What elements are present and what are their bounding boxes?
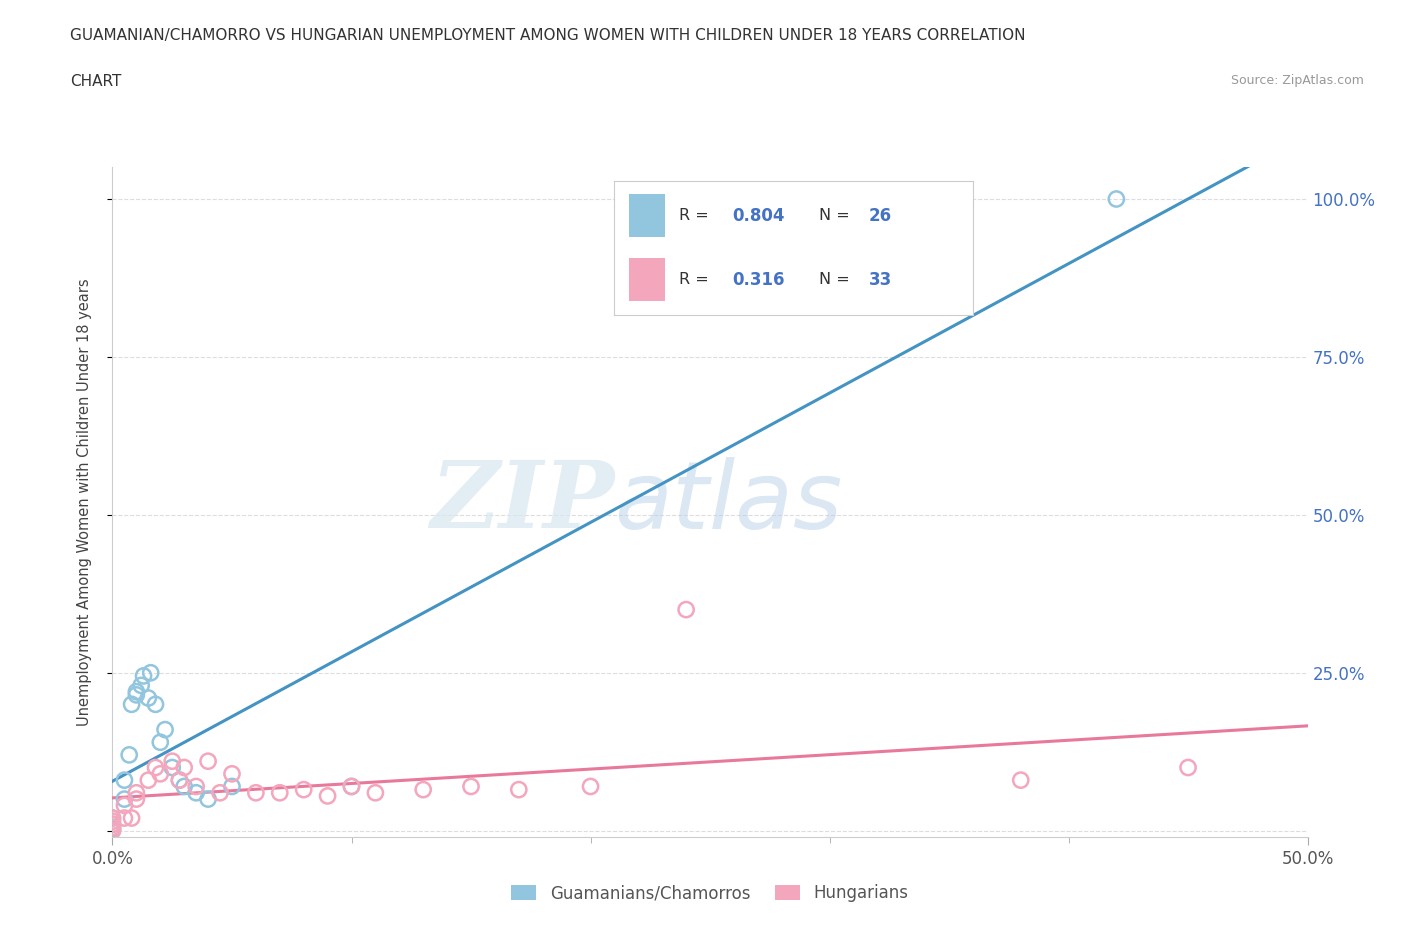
- Y-axis label: Unemployment Among Women with Children Under 18 years: Unemployment Among Women with Children U…: [77, 278, 91, 726]
- Point: [138, 773, 160, 788]
- Point: [139, 665, 162, 680]
- Text: ZIP: ZIP: [430, 458, 614, 547]
- Point: [125, 785, 148, 800]
- Point: [118, 748, 141, 763]
- Point: [269, 785, 291, 800]
- Point: [101, 817, 124, 831]
- Point: [101, 823, 124, 838]
- Point: [129, 678, 152, 693]
- Point: [101, 811, 124, 826]
- Text: Source: ZipAtlas.com: Source: ZipAtlas.com: [1230, 74, 1364, 87]
- Point: [149, 766, 172, 781]
- Point: [412, 782, 434, 797]
- Point: [125, 687, 148, 702]
- Point: [121, 811, 143, 826]
- Point: [340, 779, 363, 794]
- Point: [364, 785, 387, 800]
- Point: [169, 773, 191, 788]
- Point: [114, 791, 135, 806]
- Point: [197, 791, 219, 806]
- Point: [245, 785, 267, 800]
- Point: [101, 817, 124, 831]
- Point: [101, 814, 124, 829]
- Point: [162, 753, 183, 768]
- Point: [125, 791, 148, 806]
- Point: [173, 779, 195, 794]
- Point: [675, 602, 697, 617]
- Point: [1177, 760, 1199, 775]
- Point: [460, 779, 482, 794]
- Point: [114, 773, 135, 788]
- Point: [101, 822, 124, 837]
- Point: [340, 779, 363, 794]
- Point: [101, 811, 124, 826]
- Point: [162, 760, 183, 775]
- Point: [186, 779, 208, 794]
- Point: [186, 785, 208, 800]
- Point: [208, 785, 231, 800]
- Text: CHART: CHART: [70, 74, 122, 89]
- Point: [145, 697, 167, 711]
- Text: GUAMANIAN/CHAMORRO VS HUNGARIAN UNEMPLOYMENT AMONG WOMEN WITH CHILDREN UNDER 18 : GUAMANIAN/CHAMORRO VS HUNGARIAN UNEMPLOY…: [70, 28, 1026, 43]
- Point: [316, 789, 339, 804]
- Point: [508, 782, 530, 797]
- Point: [114, 798, 135, 813]
- Point: [145, 760, 167, 775]
- Point: [101, 820, 124, 835]
- Point: [121, 697, 143, 711]
- Point: [132, 669, 155, 684]
- Point: [169, 773, 191, 788]
- Point: [292, 782, 315, 797]
- Point: [138, 691, 160, 706]
- Point: [221, 779, 243, 794]
- Point: [1010, 773, 1032, 788]
- Point: [114, 811, 135, 826]
- Point: [579, 779, 602, 794]
- Point: [1105, 192, 1128, 206]
- Point: [197, 753, 219, 768]
- Text: atlas: atlas: [614, 457, 842, 548]
- Point: [149, 735, 172, 750]
- Point: [153, 723, 176, 737]
- Point: [101, 823, 124, 838]
- Point: [221, 766, 243, 781]
- Point: [173, 760, 195, 775]
- Point: [125, 684, 148, 699]
- Legend: Guamanians/Chamorros, Hungarians: Guamanians/Chamorros, Hungarians: [505, 878, 915, 909]
- Point: [101, 820, 124, 835]
